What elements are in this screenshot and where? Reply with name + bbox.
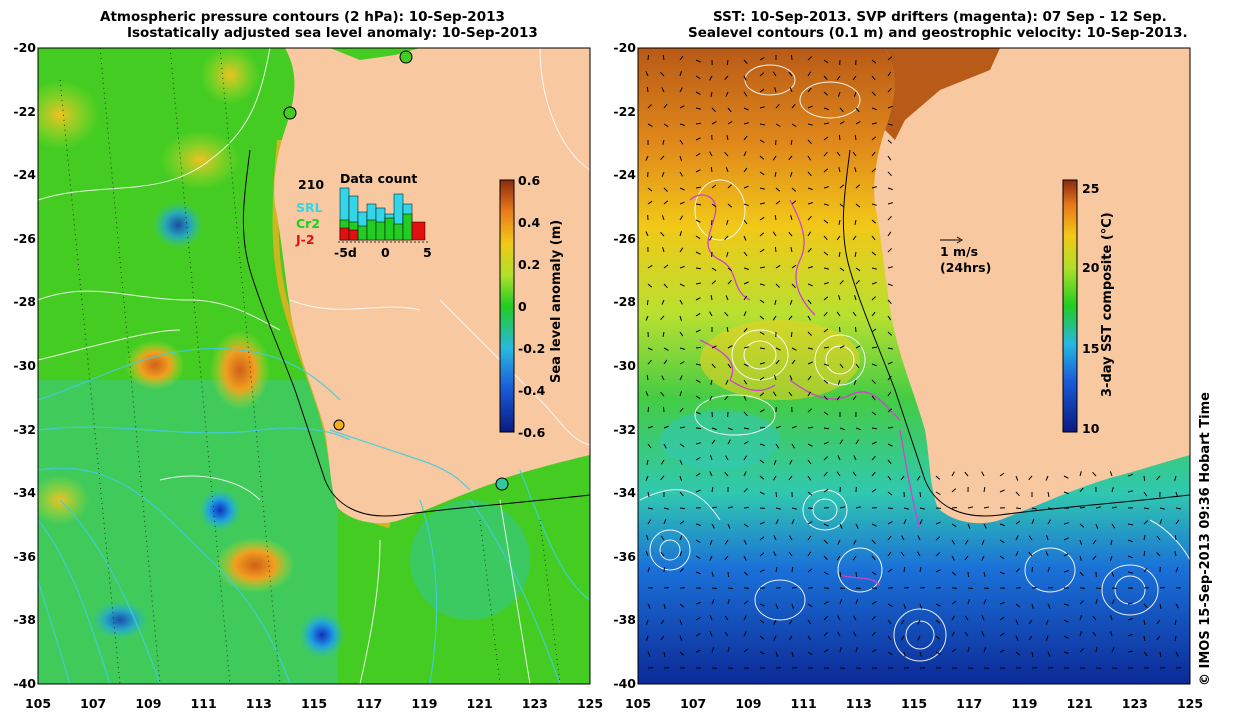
left-x-tick: 123 bbox=[521, 696, 548, 711]
left-y-tick: -40 bbox=[13, 676, 36, 691]
left-map bbox=[38, 48, 590, 684]
left-x-tick: 119 bbox=[411, 696, 438, 711]
right-y-tick: -34 bbox=[613, 485, 636, 501]
right-x-tick: 111 bbox=[790, 696, 817, 711]
inset-count: 210 bbox=[298, 177, 325, 192]
credit-text: © IMOS 15-Sep-2013 09:36 Hobart Time bbox=[1198, 392, 1213, 686]
inset-xtick-0: 0 bbox=[381, 245, 390, 260]
sla-colorbar-tick: 0.4 bbox=[518, 215, 541, 230]
left-x-tick: 113 bbox=[245, 696, 272, 711]
data-count-inset bbox=[338, 187, 428, 243]
right-y-tick: -20 bbox=[613, 40, 636, 55]
left-y-tick: -30 bbox=[13, 358, 36, 373]
right-title-line1: SST: 10-Sep-2013. SVP drifters (magenta)… bbox=[713, 9, 1167, 25]
right-x-tick: 105 bbox=[624, 696, 652, 711]
right-y-tick: -32 bbox=[613, 421, 636, 437]
right-y-tick: -40 bbox=[613, 676, 636, 691]
left-y-tick: -24 bbox=[13, 167, 36, 183]
right-y-tick: -38 bbox=[613, 612, 636, 628]
right-x-tick: 123 bbox=[1121, 696, 1148, 711]
inset-legend-srl: SRL bbox=[296, 200, 323, 215]
velocity-scale-period: (24hrs) bbox=[940, 260, 992, 275]
right-map bbox=[638, 48, 1190, 684]
inset-title: Data count bbox=[340, 171, 418, 186]
right-x-tick: 113 bbox=[845, 696, 872, 711]
sla-colorbar-tick: -0.6 bbox=[518, 425, 546, 440]
velocity-scale-label: 1 m/s bbox=[940, 244, 979, 259]
sst-colorbar-tick: 25 bbox=[1082, 181, 1100, 196]
sst-colorbar-tick: 10 bbox=[1082, 421, 1100, 436]
sla-colorbar-label: Sea level anomaly (m) bbox=[549, 219, 564, 383]
left-x-tick: 121 bbox=[466, 696, 493, 711]
sla-colorbar-tick: 0 bbox=[518, 299, 527, 314]
left-y-tick: -20 bbox=[13, 40, 36, 55]
sst-colorbar bbox=[1062, 179, 1078, 433]
left-x-tick: 111 bbox=[190, 696, 217, 711]
left-y-tick: -28 bbox=[13, 294, 36, 310]
right-x-tick: 121 bbox=[1066, 696, 1093, 711]
right-x-tick: 117 bbox=[956, 696, 983, 711]
left-title-line2: Isostatically adjusted sea level anomaly… bbox=[127, 25, 538, 41]
sst-colorbar-label: 3-day SST composite (°C) bbox=[1100, 212, 1115, 397]
left-x-tick: 105 bbox=[24, 696, 52, 711]
sla-colorbar-tick: 0.2 bbox=[518, 257, 541, 272]
left-y-tick: -26 bbox=[13, 230, 36, 246]
inset-legend-cr2: Cr2 bbox=[296, 216, 321, 231]
right-y-tick: -30 bbox=[613, 358, 636, 373]
left-y-tick: -22 bbox=[13, 103, 36, 119]
left-x-tick: 125 bbox=[576, 696, 604, 711]
right-x-tick: 109 bbox=[735, 696, 762, 711]
inset-legend-j2: J-2 bbox=[296, 232, 315, 247]
left-x-tick: 107 bbox=[80, 696, 107, 711]
right-y-tick: -26 bbox=[613, 230, 636, 246]
left-x-tick: 117 bbox=[356, 696, 383, 711]
sla-colorbar bbox=[499, 179, 515, 433]
left-y-tick: -32 bbox=[13, 421, 36, 437]
right-y-tick: -24 bbox=[613, 167, 636, 183]
right-x-tick: 119 bbox=[1011, 696, 1038, 711]
sst-colorbar-tick: 15 bbox=[1082, 341, 1100, 356]
sst-colorbar-tick: 20 bbox=[1082, 260, 1100, 275]
left-x-tick: 115 bbox=[300, 696, 328, 711]
left-y-tick: -38 bbox=[13, 612, 36, 628]
inset-xtick-5: 5 bbox=[423, 245, 432, 260]
left-y-tick: -36 bbox=[13, 548, 36, 564]
inset-xtick-m5: -5d bbox=[334, 245, 357, 260]
left-x-tick: 109 bbox=[135, 696, 162, 711]
right-x-tick: 107 bbox=[680, 696, 707, 711]
left-title-line1: Atmospheric pressure contours (2 hPa): 1… bbox=[100, 9, 505, 25]
sla-colorbar-tick: 0.6 bbox=[518, 173, 541, 188]
right-x-tick: 125 bbox=[1176, 696, 1204, 711]
sla-colorbar-tick: -0.2 bbox=[518, 341, 546, 356]
right-title-line2: Sealevel contours (0.1 m) and geostrophi… bbox=[688, 25, 1188, 41]
right-y-tick: -22 bbox=[613, 103, 636, 119]
sla-colorbar-tick: -0.4 bbox=[518, 383, 546, 398]
right-y-tick: -28 bbox=[613, 294, 636, 310]
left-y-tick: -34 bbox=[13, 485, 36, 501]
right-y-tick: -36 bbox=[613, 548, 636, 564]
right-x-tick: 115 bbox=[900, 696, 928, 711]
